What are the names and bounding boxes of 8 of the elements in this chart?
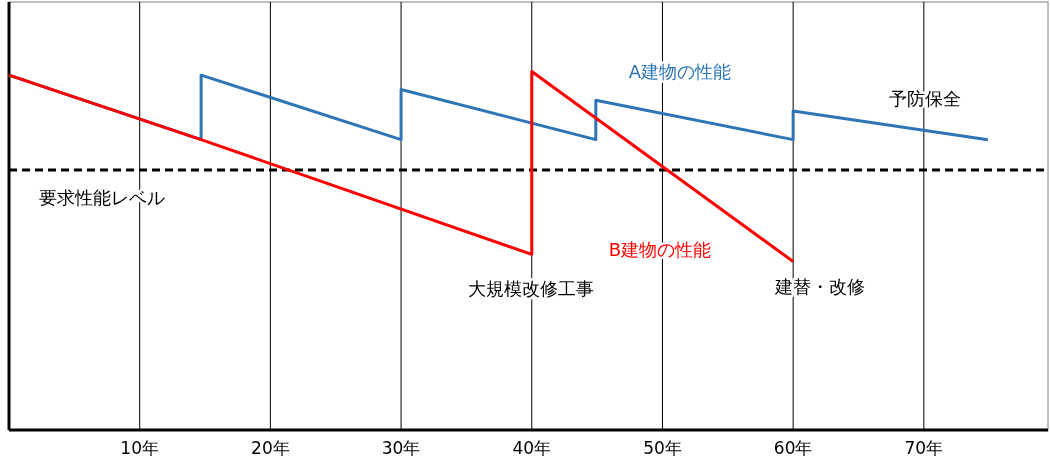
- x-tick-label: 30年: [381, 438, 421, 458]
- annotation: 建替・改修: [774, 276, 865, 297]
- x-tick-label: 10年: [120, 438, 160, 458]
- x-tick-label: 70年: [904, 438, 944, 458]
- x-tick-label: 60年: [773, 438, 813, 458]
- x-tick-label: 50年: [643, 438, 682, 458]
- x-tick-label: 20年: [251, 438, 290, 458]
- x-tick-label: 40年: [512, 438, 552, 458]
